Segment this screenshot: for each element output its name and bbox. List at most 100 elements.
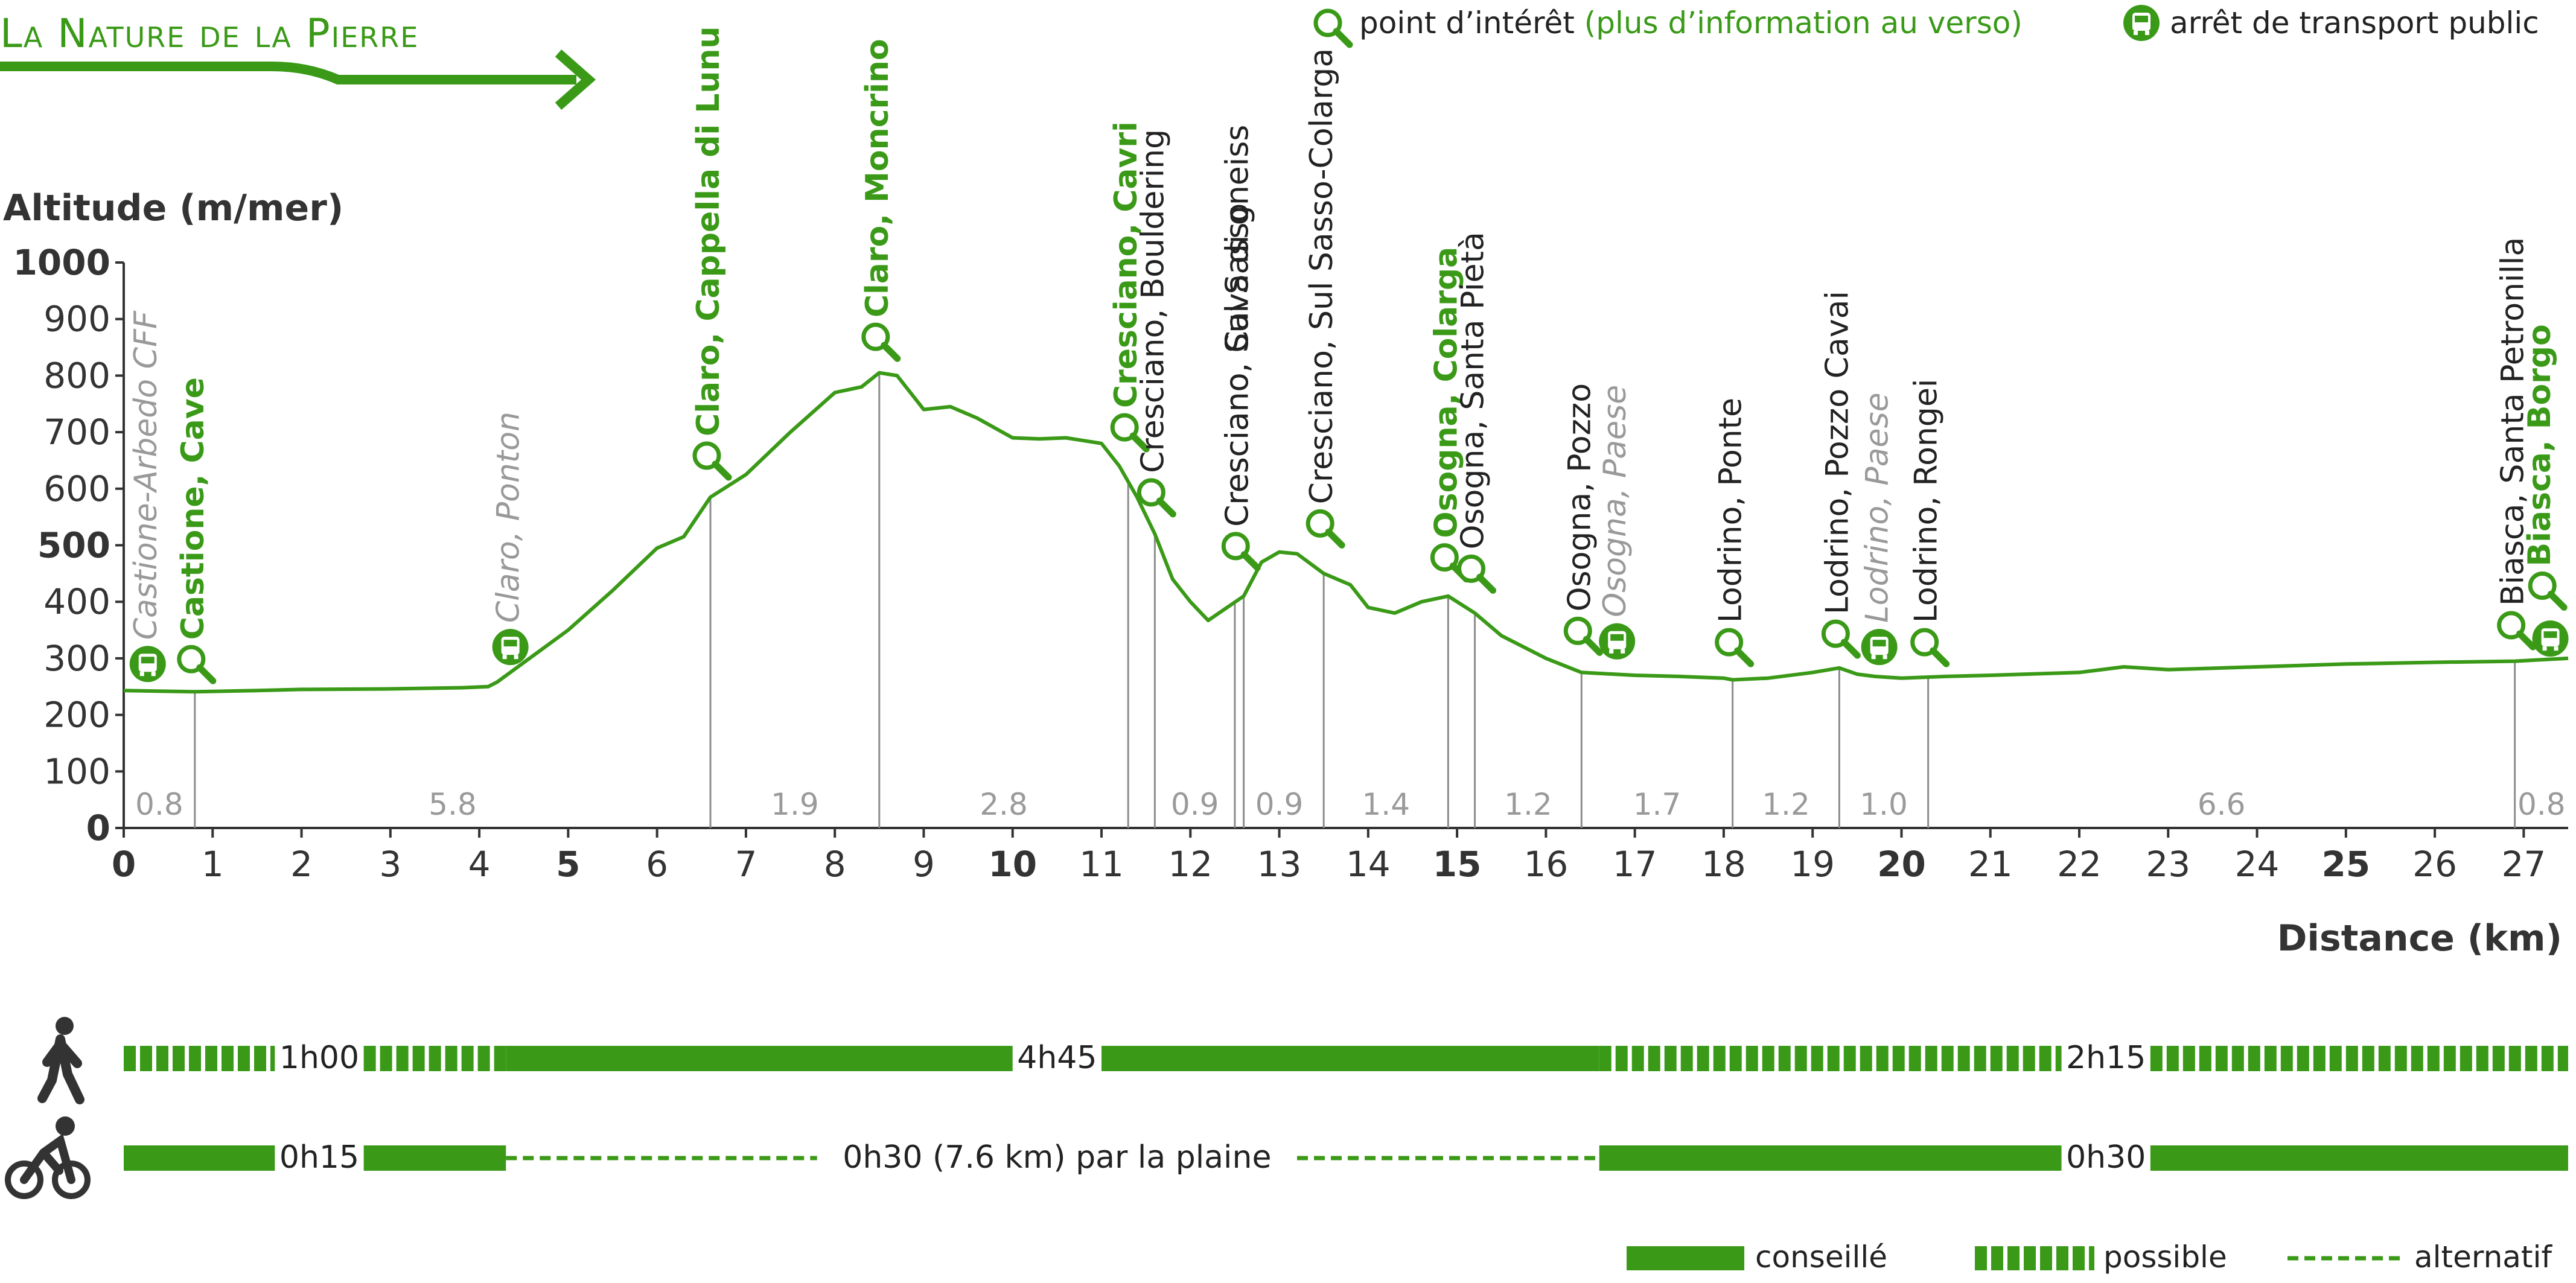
x-tick-label: 14 — [1346, 844, 1391, 885]
magnifier-lens — [1910, 628, 1939, 657]
legend-bottom: conseillé possible alternatif — [1627, 1240, 2552, 1275]
bar-possible-piece — [2378, 1046, 2391, 1071]
magnifier-handle — [2516, 630, 2537, 651]
duration-label: 0h30 — [2066, 1139, 2146, 1176]
x-tick-label: 16 — [1523, 844, 1568, 885]
bus-icon-wheel — [502, 655, 507, 660]
x-tick-label: 24 — [2235, 844, 2280, 885]
bar-possible-piece — [2541, 1046, 2554, 1071]
magnifier-icon — [1313, 8, 1353, 48]
bar-possible-piece — [1729, 1046, 1742, 1071]
bar-possible-piece — [1827, 1046, 1840, 1071]
magnifier-handle — [1583, 635, 1603, 656]
x-tick-label: 8 — [824, 844, 846, 885]
x-tick-label: 22 — [2057, 844, 2102, 885]
bar-possible-piece — [1941, 1046, 1954, 1071]
place-label: Claro, Moncrino — [859, 39, 896, 317]
place-label: Cresciano, Cavri — [1108, 121, 1144, 408]
magnifier-icon — [1306, 509, 1345, 549]
bar-possible-piece — [1648, 1046, 1660, 1071]
bar-possible-piece — [270, 1046, 275, 1071]
magnifier-lens — [1715, 628, 1744, 657]
magnifier-handle — [1840, 638, 1861, 659]
bar-possible-piece — [222, 1046, 234, 1071]
magnifier-handle — [1333, 28, 1353, 48]
y-tick-label: 700 — [43, 412, 110, 453]
bar-possible-piece — [2089, 1246, 2094, 1270]
bar-possible-piece — [2023, 1046, 2035, 1071]
place-label: Biasca, Borgo — [2522, 324, 2558, 566]
bar-possible-piece — [2492, 1046, 2505, 1071]
duration-label: 4h45 — [1017, 1040, 1097, 1076]
bar-possible-piece — [1680, 1046, 1693, 1071]
x-tick-label: 0 — [112, 844, 136, 885]
bar-possible-piece — [2557, 1046, 2568, 1071]
magnifier-handle — [1930, 647, 1950, 667]
elevation-profile-line — [123, 371, 2569, 694]
bar-possible-piece — [2476, 1046, 2488, 1071]
bar-possible-piece — [140, 1046, 152, 1071]
bar-possible-piece — [1664, 1046, 1677, 1071]
magnifier-lens — [1306, 509, 1334, 538]
magnifier-lens — [2528, 571, 2557, 600]
segment-distance-label: 1.2 — [1762, 787, 1810, 822]
x-tick-label: 21 — [1968, 844, 2013, 885]
bus-icon — [2532, 620, 2569, 657]
legend-top: point d’intérêt (plus d’information au v… — [1313, 5, 2539, 48]
bus-icon-window — [1872, 640, 1886, 647]
bar-possible-piece — [2006, 1046, 2019, 1071]
place-label: Lodrino, Paese — [1860, 392, 1896, 623]
cycling-time-bar: 0h15 0h30 (7.6 km) par la plaine 0h30 — [124, 1139, 2568, 1176]
place-label: Osogna, Pozzo — [1561, 383, 1598, 611]
magnifier-lens — [1563, 616, 1592, 645]
duration-label: 1h00 — [279, 1040, 359, 1076]
segment-distance-label: 0.9 — [1255, 787, 1304, 822]
x-tick-label: 12 — [1168, 844, 1213, 885]
bar-possible-piece — [2460, 1046, 2472, 1071]
magnifier-handle — [1240, 551, 1261, 571]
bus-icon — [129, 646, 166, 683]
map-title: La Nature de la Pierre — [0, 10, 419, 57]
title-arrowhead — [555, 49, 596, 110]
hiker-body — [37, 1034, 84, 1104]
y-tick-label: 100 — [43, 751, 110, 792]
bar-possible-piece — [2394, 1046, 2407, 1071]
bus-icon — [1599, 623, 1636, 660]
bus-icon-wheel — [2134, 31, 2138, 35]
y-tick-label: 800 — [43, 355, 110, 396]
y-tick-label: 400 — [43, 581, 110, 622]
magnifier-handle — [1476, 573, 1497, 594]
bar-possible-piece — [1990, 1046, 2003, 1071]
x-tick-label: 10 — [988, 844, 1037, 885]
place-label: Cresciano, Sul Sasso — [1219, 203, 1255, 527]
bar-possible-piece — [2248, 1046, 2260, 1071]
y-tick-label: 900 — [43, 299, 110, 340]
bar-possible-piece — [1794, 1046, 1807, 1071]
place-label: Cresciano, Sul Sasso-Colarga — [1304, 48, 1340, 505]
bus-icon — [2123, 5, 2160, 41]
bar-possible-piece — [2345, 1046, 2358, 1071]
x-tick-label: 9 — [913, 844, 935, 885]
x-tick-label: 19 — [1790, 844, 1835, 885]
magnifier-icon — [1457, 554, 1497, 594]
hiker-icon — [37, 1017, 84, 1104]
bar-possible-piece — [2007, 1246, 2020, 1270]
bar-possible-piece — [1975, 1246, 1987, 1270]
x-tick-label: 20 — [1877, 844, 1926, 885]
bus-icon-window — [1610, 634, 1624, 641]
bar-possible-piece — [1892, 1046, 1905, 1071]
bar-possible-piece — [1974, 1046, 1986, 1071]
bar-possible-piece — [2215, 1046, 2228, 1071]
title-arrow — [0, 62, 576, 84]
bar-possible-piece — [363, 1046, 376, 1071]
bar-possible-piece — [396, 1046, 409, 1071]
bus-icon-wheel — [151, 672, 156, 677]
x-tick-label: 13 — [1257, 844, 1302, 885]
place-label: Osogna, Colarga — [1428, 247, 1464, 538]
bar-possible-piece — [2166, 1046, 2179, 1071]
magnifier-icon — [692, 441, 732, 481]
place-label: Cresciano, Bouldering — [1135, 129, 1171, 473]
place-label: Lodrino, Ponte — [1713, 398, 1749, 623]
x-tick-label: 2 — [290, 844, 313, 885]
